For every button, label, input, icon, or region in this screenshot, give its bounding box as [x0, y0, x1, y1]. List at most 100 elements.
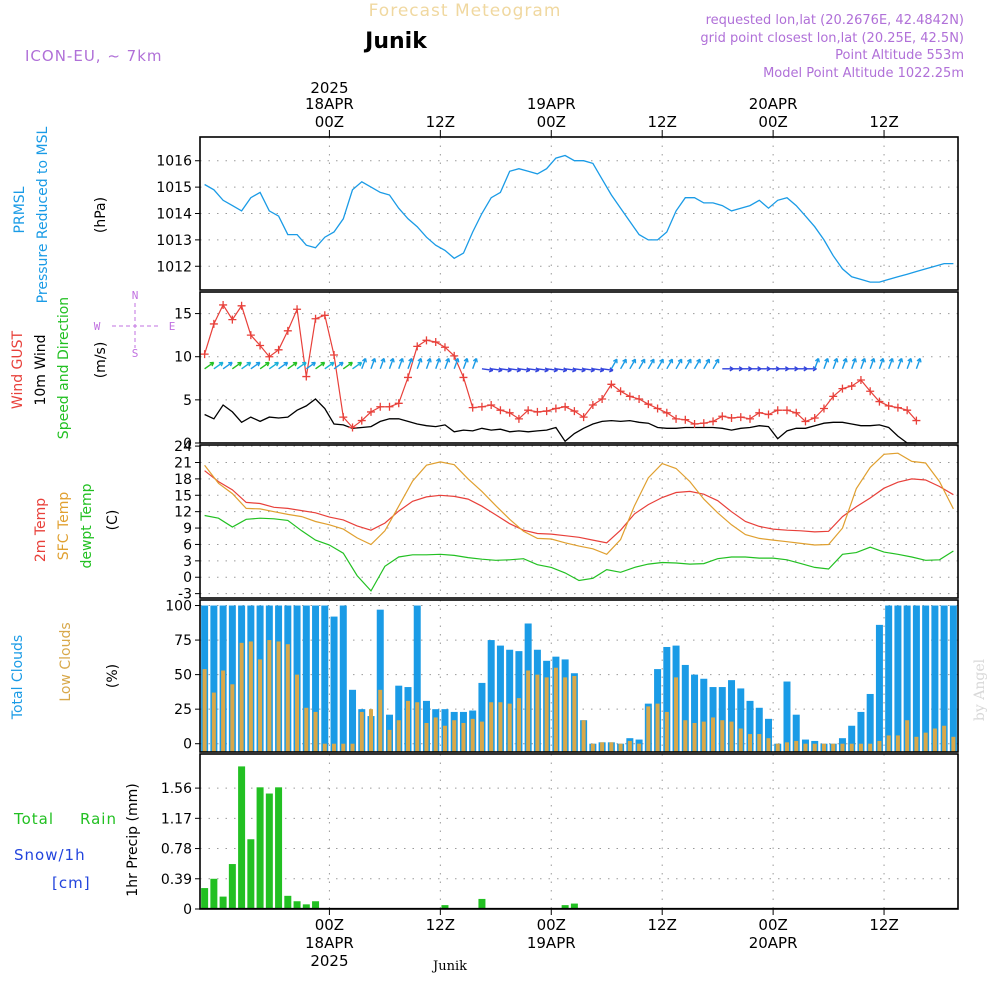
wind-dir-arrow-shaft	[619, 358, 627, 370]
wind-dir-arrow-shaft	[814, 358, 820, 370]
precip-ytick-label: 1.56	[161, 781, 192, 797]
total-cloud-bar	[875, 624, 883, 752]
low-cloud-bar	[442, 725, 447, 752]
wind-dir-arrow-head	[842, 357, 848, 363]
wind-dir-arrow	[370, 357, 377, 370]
wind-dir-arrow	[814, 357, 820, 370]
low-cloud-bar	[479, 721, 484, 752]
wind-dir-arrow-head	[435, 357, 441, 363]
total-cloud-bar	[792, 714, 800, 752]
rain-bar	[312, 901, 320, 909]
wind-dir-arrow-shaft	[324, 361, 335, 370]
wind-gust-marker	[875, 397, 884, 406]
wind-dir-arrow-shaft	[296, 361, 307, 370]
wind-gust-marker	[265, 352, 274, 361]
pressure-labels: PRMSL Pressure Reduced to MSL (hPa)	[12, 126, 109, 303]
pressure-line	[204, 154, 954, 283]
rain-bar	[275, 787, 283, 909]
wind-dir-arrow-shaft	[629, 358, 636, 370]
low-cloud-bar	[905, 720, 910, 752]
time-label-bottom: 00Z	[537, 916, 566, 934]
low-cloud-bar	[581, 720, 586, 752]
wind-dir-arrow-shaft	[638, 358, 646, 370]
plot-layer: 10121013101410151016051015-3036912151821…	[156, 79, 959, 970]
rain-bar	[570, 903, 578, 909]
wind-gust-marker	[773, 406, 782, 415]
wind-dir-arrow	[407, 357, 414, 370]
temperature-ytick-label: 0	[183, 570, 192, 586]
temperature-ytick-label: 3	[183, 554, 192, 570]
low-cloud-bar	[544, 677, 549, 752]
low-cloud-bar	[239, 642, 244, 752]
low-cloud-bar	[794, 740, 799, 752]
wind-dir-arrow-shaft	[878, 358, 884, 370]
wind-dir-arrow-head	[814, 357, 820, 363]
wind-dir-arrow-head	[649, 358, 655, 364]
time-label-bottom: 00Z	[315, 916, 344, 934]
wind-gust-marker	[884, 401, 893, 410]
wind-dir-arrow-shaft	[602, 368, 614, 372]
time-label-bottom: 12Z	[648, 916, 677, 934]
wind-dir-arrow-head	[677, 358, 683, 364]
wind-dir-arrow	[647, 358, 655, 370]
rain-bar	[561, 905, 569, 909]
low-cloud-bar	[498, 702, 503, 752]
wind-dir-arrow	[305, 361, 316, 370]
total-cloud-bar	[478, 682, 486, 752]
pressure-frame	[199, 136, 959, 291]
total-cloud-bar	[210, 605, 218, 752]
total-cloud-bar	[857, 711, 865, 752]
wind-dir-arrow-shaft	[823, 358, 829, 370]
wind-dir-arrow-head	[380, 357, 386, 363]
wind-dir-arrow-shaft	[361, 358, 367, 370]
wind-dir-arrow-head	[357, 361, 363, 367]
wind-dir-arrow	[703, 358, 711, 370]
wind-dir-arrow-shaft	[305, 361, 316, 370]
wind-dir-arrow-head	[705, 358, 711, 364]
compass-rose: N S W E	[94, 289, 176, 360]
wind-dir-arrow	[453, 357, 460, 370]
low-cloud-bar	[942, 725, 947, 752]
wind-gust-label: Wind GUST	[10, 330, 26, 409]
low-cloud-bar	[332, 743, 337, 752]
wind-10m-label: 10m Wind	[33, 334, 49, 405]
rain-bar	[238, 766, 246, 909]
pressure-ytick-label: 1016	[156, 154, 192, 170]
time-label-top: 2025	[310, 79, 348, 97]
time-label-bottom: 00Z	[758, 916, 787, 934]
wind-dir-arrow-head	[714, 358, 720, 364]
rain-bar	[478, 898, 486, 909]
time-label-top: 20APR	[749, 95, 798, 113]
wind-dir-arrow-head	[824, 357, 830, 363]
wind-dir-arrow-shaft	[906, 358, 912, 370]
wind-dir-arrow	[361, 357, 367, 370]
total-cloud-bar	[737, 688, 745, 752]
wind-dir-arrow-shaft	[259, 361, 270, 370]
wind-dir-arrow	[278, 361, 289, 370]
wind-dir-arrow-head	[907, 357, 913, 363]
wind-gust-marker	[302, 372, 311, 381]
wind-dir-arrow-head	[861, 357, 867, 363]
low-cloud-bar	[729, 721, 734, 752]
wind-gust-marker	[551, 404, 560, 413]
wind-dir-arrow	[222, 361, 233, 370]
wind-gust-marker	[348, 423, 357, 432]
temp-label-2: SFC Temp	[56, 492, 72, 561]
wind-dir-arrow	[287, 361, 298, 370]
low-cloud-bar	[784, 742, 789, 752]
wind-gust-marker	[200, 350, 209, 359]
low-cloud-bar	[563, 677, 568, 752]
pressure-ytick-label: 1013	[156, 233, 192, 249]
precip-label-rain: Rain	[80, 810, 117, 828]
wind-ytick-label: 5	[183, 393, 192, 409]
time-label-top: 00Z	[758, 113, 787, 131]
wind-gust-marker	[866, 387, 875, 396]
cloud-label-1: Total Clouds	[10, 635, 26, 720]
wind-dir-arrow-shaft	[528, 368, 540, 372]
wind-gust-marker	[274, 345, 283, 354]
wind-gust-marker	[256, 341, 265, 350]
compass-w: W	[94, 320, 101, 333]
wind-dir-arrow-head	[371, 357, 377, 363]
wind-dir-arrow-head	[622, 358, 627, 364]
